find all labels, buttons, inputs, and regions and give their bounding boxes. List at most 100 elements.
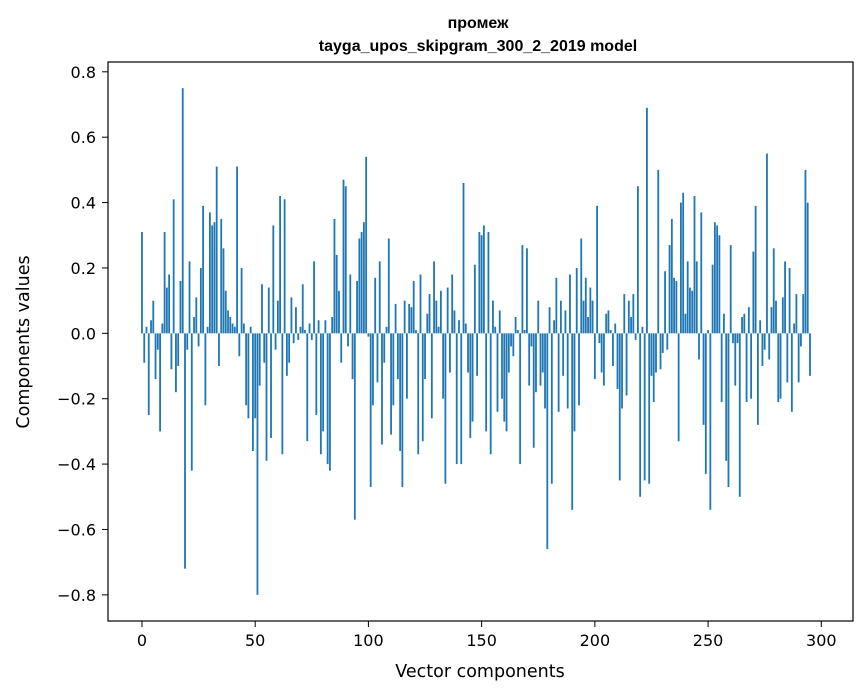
bar-4 bbox=[150, 320, 152, 334]
bar-260 bbox=[729, 245, 732, 334]
bar-280 bbox=[775, 300, 777, 334]
bar-68 bbox=[295, 307, 297, 334]
bar-190 bbox=[571, 333, 574, 510]
bar-91 bbox=[347, 333, 349, 347]
bar-249 bbox=[704, 333, 707, 474]
bar-229 bbox=[659, 333, 662, 370]
plot-frame bbox=[107, 61, 854, 622]
bar-251 bbox=[709, 333, 712, 510]
bar-282 bbox=[779, 333, 782, 399]
bar-211 bbox=[618, 333, 621, 481]
bar-88 bbox=[340, 333, 343, 363]
bar-206 bbox=[607, 310, 610, 334]
bar-24 bbox=[195, 297, 198, 334]
bar-80 bbox=[322, 333, 325, 432]
bar-166 bbox=[516, 330, 519, 334]
bar-20 bbox=[186, 333, 189, 350]
bar-163 bbox=[510, 333, 512, 347]
bar-274 bbox=[761, 333, 764, 367]
bar-114 bbox=[399, 333, 402, 452]
bar-67 bbox=[292, 333, 295, 344]
bar-78 bbox=[317, 320, 320, 334]
bar-140 bbox=[458, 320, 460, 334]
bar-203 bbox=[600, 333, 603, 373]
bar-58 bbox=[272, 225, 275, 334]
bar-55 bbox=[265, 333, 268, 461]
bar-268 bbox=[747, 307, 750, 334]
bar-84 bbox=[331, 316, 334, 334]
bar-188 bbox=[566, 333, 569, 409]
bar-110 bbox=[390, 333, 392, 435]
bar-31 bbox=[211, 225, 214, 334]
bar-123 bbox=[419, 274, 422, 334]
bar-228 bbox=[657, 169, 660, 334]
bar-113 bbox=[396, 333, 399, 380]
bar-70 bbox=[299, 326, 302, 334]
bar-272 bbox=[756, 333, 759, 425]
bar-19 bbox=[184, 333, 186, 569]
bar-10 bbox=[163, 231, 166, 334]
bar-196 bbox=[584, 277, 587, 334]
bar-23 bbox=[193, 316, 195, 334]
bar-41 bbox=[233, 326, 236, 334]
bar-239 bbox=[682, 192, 685, 334]
bar-235 bbox=[673, 277, 676, 334]
bar-200 bbox=[593, 333, 596, 380]
bar-276 bbox=[766, 153, 768, 334]
bar-3 bbox=[147, 333, 150, 416]
bar-244 bbox=[693, 196, 696, 334]
bar-293 bbox=[804, 169, 807, 334]
bar-240 bbox=[684, 313, 687, 334]
bar-214 bbox=[625, 333, 628, 396]
bar-124 bbox=[421, 333, 424, 442]
bar-278 bbox=[770, 307, 773, 334]
bar-230 bbox=[661, 333, 664, 353]
bar-56 bbox=[267, 287, 270, 334]
bar-63 bbox=[283, 199, 286, 334]
bar-40 bbox=[231, 323, 234, 334]
bar-131 bbox=[437, 326, 440, 334]
bar-71 bbox=[301, 284, 304, 334]
bar-177 bbox=[541, 333, 544, 373]
bar-22 bbox=[190, 333, 193, 471]
bar-189 bbox=[569, 274, 571, 334]
bar-271 bbox=[754, 205, 757, 334]
bar-223 bbox=[646, 107, 648, 334]
bar-7 bbox=[156, 333, 159, 350]
bar-161 bbox=[505, 333, 508, 432]
bar-50 bbox=[254, 333, 257, 419]
bar-291 bbox=[800, 333, 802, 347]
y-tick-label: −0.6 bbox=[57, 520, 96, 539]
y-axis-ticks: −0.8 −0.6 −0.4 −0.2 0.0 0.2 0.4 0.6 0.8 bbox=[57, 63, 108, 605]
bar-51 bbox=[256, 333, 259, 595]
chart-title-line2: tayga_upos_skipgram_300_2_2019 model bbox=[319, 38, 637, 55]
bar-197 bbox=[587, 316, 589, 334]
bar-0 bbox=[141, 231, 143, 334]
bar-153 bbox=[487, 231, 490, 334]
bar-156 bbox=[494, 326, 497, 334]
y-tick-label: 0.2 bbox=[71, 259, 96, 278]
bar-216 bbox=[630, 316, 632, 334]
bar-157 bbox=[496, 333, 499, 412]
bar-79 bbox=[319, 333, 322, 455]
bar-108 bbox=[385, 326, 388, 334]
bar-48 bbox=[249, 326, 252, 334]
bar-159 bbox=[501, 333, 503, 399]
bar-238 bbox=[680, 202, 682, 334]
bar-264 bbox=[738, 333, 741, 497]
bar-290 bbox=[797, 333, 800, 383]
bar-53 bbox=[261, 284, 263, 334]
y-tick-label: 0.0 bbox=[71, 324, 96, 343]
bar-171 bbox=[528, 333, 531, 386]
bar-75 bbox=[310, 333, 313, 340]
bar-219 bbox=[636, 186, 639, 334]
bar-225 bbox=[650, 333, 653, 376]
bar-151 bbox=[482, 225, 485, 334]
bar-12 bbox=[168, 274, 171, 334]
bar-208 bbox=[612, 333, 614, 367]
bar-170 bbox=[526, 248, 528, 334]
bar-102 bbox=[372, 333, 374, 406]
bar-44 bbox=[240, 267, 243, 334]
bar-72 bbox=[304, 330, 306, 334]
bar-292 bbox=[802, 294, 805, 334]
